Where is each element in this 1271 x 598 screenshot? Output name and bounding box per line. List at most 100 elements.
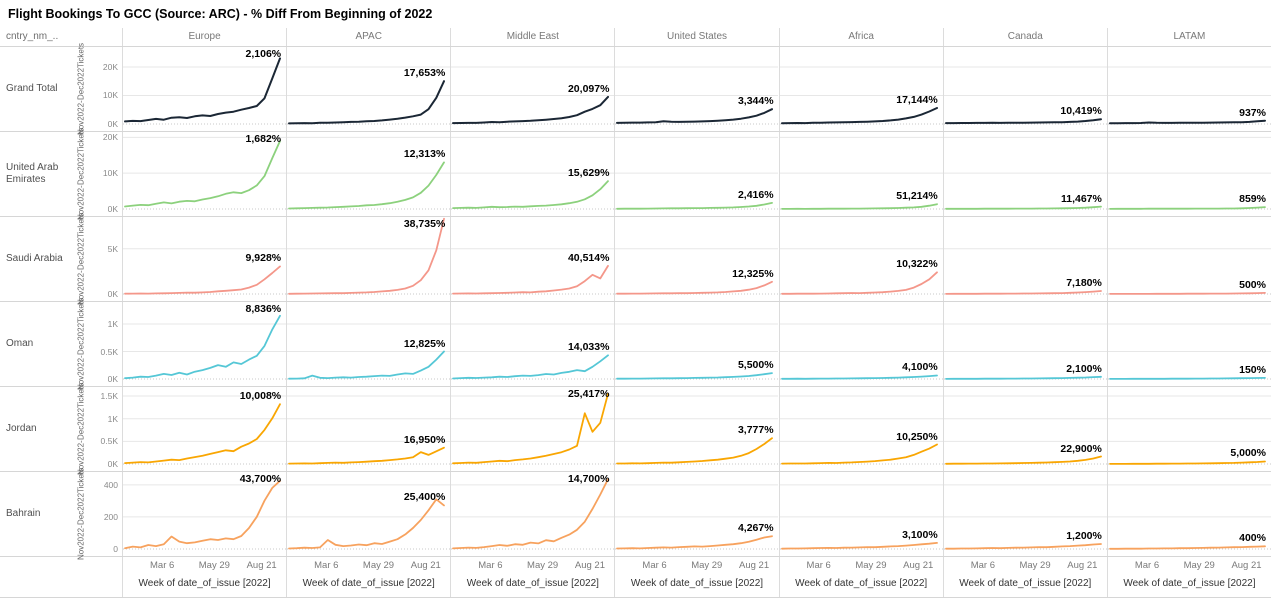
x-axis-title: Week of date_of_issue [2022] <box>302 578 435 589</box>
line-chart-cell-united-arab-emirates-latam[interactable]: 859% <box>1106 132 1271 216</box>
line-chart-cell-saudi-arabia-latam[interactable]: 500% <box>1106 217 1271 301</box>
x-axis-title: Week of date_of_issue [2022] <box>795 578 928 589</box>
line-chart-cell-oman-apac[interactable]: 12,825% <box>286 302 451 386</box>
sparkline-svg <box>943 323 1107 380</box>
line-chart-cell-grand-total-europe[interactable]: 2,106% <box>122 47 286 131</box>
column-header-row: cntry_nm_.. Europe APAC Middle East United … <box>0 28 1271 47</box>
sparkline-svg <box>123 395 286 465</box>
pct-diff-annotation: 3,344% <box>737 95 774 108</box>
row-label[interactable]: Bahrain <box>6 508 41 519</box>
line-chart-cell-jordan-europe[interactable]: 10,008% <box>122 387 286 471</box>
line-chart-cell-united-arab-emirates-middle-east[interactable]: 15,629% <box>450 132 615 216</box>
sparkline-svg <box>943 66 1107 125</box>
x-tick: May 29 <box>855 560 887 571</box>
row-label[interactable]: Oman <box>6 338 34 349</box>
sparkline-svg <box>287 136 451 210</box>
pct-diff-annotation: 7,180% <box>1066 277 1102 289</box>
line-chart-cell-saudi-arabia-europe[interactable]: 9,928% <box>122 217 286 301</box>
column-header-africa[interactable]: Africa <box>778 28 943 46</box>
column-header-united-states[interactable]: United States <box>614 28 778 46</box>
row-label[interactable]: Grand Total <box>6 83 58 94</box>
line-chart-cell-united-arab-emirates-apac[interactable]: 12,313% <box>286 132 451 216</box>
line-chart-cell-grand-total-canada[interactable]: 10,419% <box>942 47 1107 131</box>
pct-diff-annotation: 17,144% <box>896 94 938 107</box>
y-tick: 1.5K <box>100 391 119 402</box>
line-chart-cell-saudi-arabia-africa[interactable]: 10,322% <box>778 217 943 301</box>
row-label[interactable]: Jordan <box>6 423 37 434</box>
line-chart-cell-bahrain-africa[interactable]: 3,100% <box>778 472 943 556</box>
line-chart-cell-bahrain-middle-east[interactable]: 14,700% <box>450 472 615 556</box>
y-axis-label: Nov2022- Dec2022Tickets <box>76 298 86 390</box>
line-chart-cell-oman-latam[interactable]: 150% <box>1106 302 1271 386</box>
x-tick: Aug 21 <box>1067 560 1098 571</box>
line-chart-cell-jordan-canada[interactable]: 22,900% <box>942 387 1107 471</box>
sparkline-svg <box>615 395 779 465</box>
line-chart-cell-oman-africa[interactable]: 4,100% <box>778 302 943 386</box>
line-chart-cell-jordan-apac[interactable]: 16,950% <box>286 387 451 471</box>
line-chart-cell-saudi-arabia-canada[interactable]: 7,180% <box>942 217 1107 301</box>
line-chart-cell-united-arab-emirates-canada[interactable]: 11,467% <box>942 132 1107 216</box>
y-tick: 200 <box>103 511 118 522</box>
line-chart-cell-oman-canada[interactable]: 2,100% <box>942 302 1107 386</box>
x-tick: Mar 6 <box>642 560 667 571</box>
sparkline-svg <box>615 136 779 210</box>
y-axis-label: Nov2022- Dec2022Tickets <box>76 383 86 475</box>
line-chart-cell-bahrain-united-states[interactable]: 4,267% <box>614 472 779 556</box>
line-chart-cell-bahrain-europe[interactable]: 43,700% <box>122 472 286 556</box>
line-chart-cell-united-arab-emirates-africa[interactable]: 51,214% <box>778 132 943 216</box>
line-chart-cell-jordan-united-states[interactable]: 3,777% <box>614 387 779 471</box>
chart-rows: Grand Total Nov2022- Dec2022Tickets 0K 10K 20… <box>0 43 1271 560</box>
sparkline-svg <box>615 66 779 125</box>
column-header-canada[interactable]: Canada <box>942 28 1107 46</box>
column-header-europe[interactable]: Europe <box>122 28 286 46</box>
x-tick: Mar 6 <box>314 560 339 571</box>
line-chart-cell-oman-europe[interactable]: 8,836% <box>122 302 286 386</box>
line-chart-cell-grand-total-united-states[interactable]: 3,344% <box>614 47 779 131</box>
sparkline-svg <box>943 395 1107 465</box>
y-tick: 1K <box>107 413 118 424</box>
line-chart-cell-grand-total-middle-east[interactable]: 20,097% <box>450 47 615 131</box>
sparkline-svg <box>451 66 615 125</box>
line-chart-cell-jordan-middle-east[interactable]: 25,417% <box>450 387 615 471</box>
x-axis-column: Mar 6 May 29 Aug 21 Week of date_of_issue [… <box>942 557 1107 597</box>
row-gutter: Jordan Nov2022- Dec2022Tickets 0K 0.5K 1K 1.5K <box>0 383 122 475</box>
row-gutter: Bahrain Nov2022- Dec2022Tickets 0 200 400 <box>0 468 122 560</box>
pct-diff-annotation: 8,836% <box>245 303 282 315</box>
column-header-middle-east[interactable]: Middle East <box>450 28 614 46</box>
x-tick: Aug 21 <box>246 560 277 571</box>
line-chart-cell-oman-middle-east[interactable]: 14,033% <box>450 302 615 386</box>
row-label[interactable]: Saudi Arabia <box>6 253 63 264</box>
x-axis-title: Week of date_of_issue [2022] <box>1123 578 1256 589</box>
line-chart-cell-saudi-arabia-middle-east[interactable]: 40,514% <box>450 217 615 301</box>
pct-diff-annotation: 500% <box>1239 278 1266 291</box>
line-chart-cell-jordan-africa[interactable]: 10,250% <box>778 387 943 471</box>
field-pill[interactable]: cntry_nm_.. <box>6 31 59 42</box>
line-chart-cell-bahrain-canada[interactable]: 1,200% <box>942 472 1107 556</box>
row-gutter: Oman Nov2022- Dec2022Tickets 0K 0.5K 1K <box>0 298 122 390</box>
line-chart-cell-grand-total-africa[interactable]: 17,144% <box>778 47 943 131</box>
row-label[interactable]: United Arab Emirates <box>6 162 59 185</box>
sparkline-svg <box>779 136 943 210</box>
line-chart-cell-united-arab-emirates-united-states[interactable]: 2,416% <box>614 132 779 216</box>
column-header-apac[interactable]: APAC <box>286 28 450 46</box>
sparkline-svg <box>615 323 779 380</box>
column-header-latam[interactable]: LATAM <box>1106 28 1271 46</box>
y-tick: 20K <box>102 132 118 143</box>
line-chart-cell-bahrain-latam[interactable]: 400% <box>1106 472 1271 556</box>
line-chart-cell-bahrain-apac[interactable]: 25,400% <box>286 472 451 556</box>
x-axis-title: Week of date_of_issue [2022] <box>630 578 764 589</box>
line-chart-cell-united-arab-emirates-europe[interactable]: 1,682% <box>122 132 286 216</box>
sparkline-svg <box>287 66 451 125</box>
line-chart-cell-jordan-latam[interactable]: 5,000% <box>1106 387 1271 471</box>
line-chart-cell-oman-united-states[interactable]: 5,500% <box>614 302 779 386</box>
x-axis-column: Mar 6 May 29 Aug 21 Week of date_of_issue [… <box>778 557 943 597</box>
line-chart-cell-grand-total-latam[interactable]: 937% <box>1106 47 1271 131</box>
line-chart-cell-saudi-arabia-united-states[interactable]: 12,325% <box>614 217 779 301</box>
sparkline-svg <box>779 395 943 465</box>
line-chart-cell-saudi-arabia-apac[interactable]: 38,735% <box>286 217 451 301</box>
chart-title: Flight Bookings To GCC (Source: ARC) - %… <box>8 7 433 21</box>
line-chart-cell-grand-total-apac[interactable]: 17,653% <box>286 47 451 131</box>
sparkline-svg <box>779 248 943 295</box>
y-tick: 0K <box>107 119 118 129</box>
